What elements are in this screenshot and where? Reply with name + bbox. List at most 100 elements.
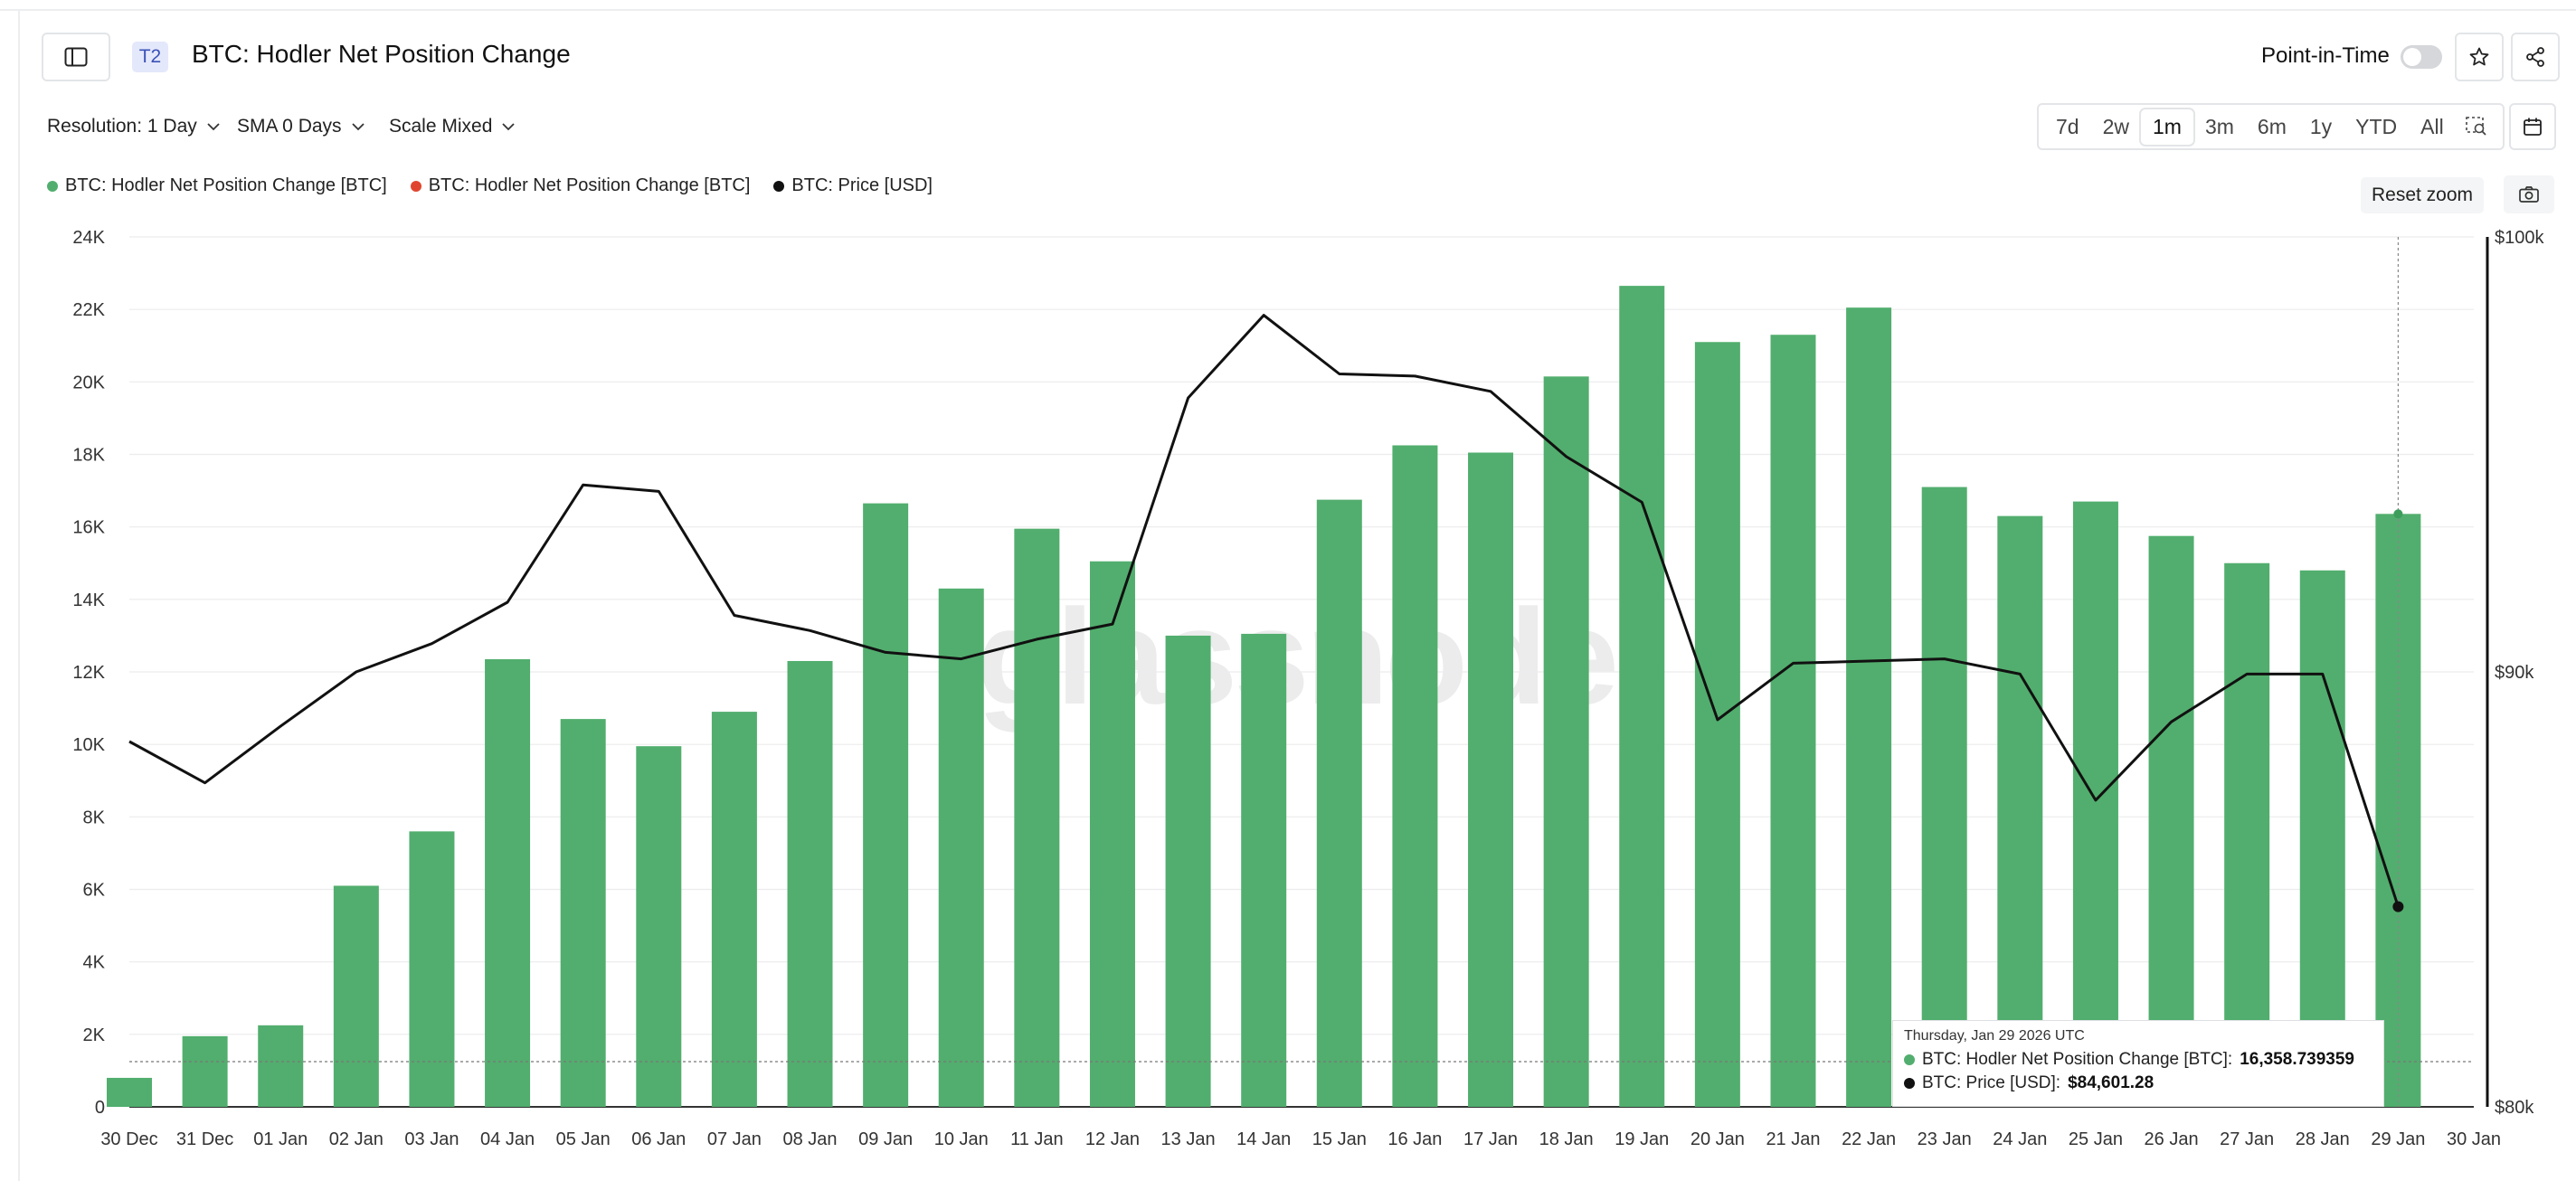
x-tick-label: 17 Jan	[1463, 1129, 1518, 1149]
legend-label: BTC: Price [USD]	[791, 175, 933, 195]
scale-label: Scale Mixed	[389, 116, 493, 137]
legend-dot	[410, 180, 421, 192]
legend-label: BTC: Hodler Net Position Change [BTC]	[428, 175, 751, 195]
price-line	[128, 314, 2400, 908]
x-tick-label: 01 Jan	[253, 1129, 308, 1149]
bar	[2072, 501, 2118, 1107]
range-3m[interactable]: 3m	[2204, 114, 2234, 138]
x-tick-label: 27 Jan	[2220, 1129, 2274, 1149]
bar	[1392, 445, 1438, 1108]
reset-zoom-button[interactable]: Reset zoom	[2361, 177, 2484, 213]
bar	[560, 719, 606, 1107]
bar	[1770, 335, 1816, 1108]
x-tick-label: 02 Jan	[329, 1129, 384, 1149]
share-icon	[2526, 47, 2544, 67]
bar	[258, 1025, 304, 1107]
bar	[1316, 499, 1362, 1107]
y-tick-label-right: $80k	[2495, 1098, 2534, 1118]
x-tick-label: 19 Jan	[1615, 1129, 1669, 1149]
y-tick-label-left: 16K	[72, 518, 105, 538]
y-tick-label-right: $100k	[2495, 228, 2544, 248]
bar	[1089, 561, 1135, 1107]
tooltip-series2-label: BTC: Price [USD]:	[1922, 1073, 2061, 1092]
x-tick-label: 21 Jan	[1766, 1129, 1820, 1149]
point-in-time-label: Point-in-Time	[2261, 43, 2390, 68]
legend-item-hodler-green[interactable]: BTC: Hodler Net Position Change [BTC]	[47, 175, 387, 196]
bar	[863, 503, 909, 1107]
star-icon	[2469, 47, 2489, 66]
bar	[1846, 307, 1892, 1108]
share-button[interactable]	[2511, 33, 2560, 81]
x-tick-label: 22 Jan	[1842, 1129, 1896, 1149]
camera-icon	[2519, 186, 2539, 203]
range-6m[interactable]: 6m	[2257, 114, 2287, 138]
favorite-button[interactable]	[2455, 33, 2504, 81]
bar	[1997, 515, 2043, 1107]
range-all[interactable]: All	[2420, 114, 2444, 138]
range-1y[interactable]: 1y	[2309, 114, 2333, 138]
legend-dot	[773, 180, 785, 192]
bar	[2148, 535, 2194, 1107]
sidebar-toggle-button[interactable]	[42, 33, 110, 81]
legend-dot	[47, 180, 58, 192]
x-tick-label: 24 Jan	[1993, 1129, 2047, 1149]
x-tick-label: 29 Jan	[2371, 1129, 2425, 1149]
tooltip-date: Thursday, Jan 29 2026 UTC	[1904, 1028, 2085, 1044]
sma-dropdown[interactable]: SMA 0 Days	[237, 116, 365, 137]
y-tick-label-left: 8K	[83, 808, 106, 827]
sidebar-icon	[64, 47, 88, 67]
bar	[2299, 570, 2345, 1107]
resolution-dropdown[interactable]: Resolution: 1 Day	[47, 116, 221, 137]
calendar-button[interactable]	[2509, 103, 2556, 150]
bar	[1241, 633, 1287, 1107]
x-tick-label: 12 Jan	[1085, 1129, 1140, 1149]
x-tick-label: 18 Jan	[1539, 1129, 1594, 1149]
chart-legend: BTC: Hodler Net Position Change [BTC] BT…	[47, 175, 933, 196]
zoom-select-icon	[2465, 117, 2486, 136]
screenshot-button[interactable]	[2504, 175, 2554, 213]
bar	[1468, 452, 1514, 1107]
scale-dropdown[interactable]: Scale Mixed	[389, 116, 516, 137]
tooltip-dot	[1904, 1078, 1915, 1089]
y-tick-label-left: 10K	[72, 735, 105, 755]
y-tick-label-right: $90k	[2495, 663, 2534, 683]
sma-label: SMA 0 Days	[237, 116, 342, 137]
x-tick-label: 09 Jan	[858, 1129, 913, 1149]
page-title: BTC: Hodler Net Position Change	[192, 40, 571, 68]
x-tick-label: 20 Jan	[1690, 1129, 1745, 1149]
bar	[2224, 562, 2270, 1107]
bar	[1921, 487, 1967, 1107]
tooltip-dot	[1904, 1054, 1915, 1065]
point-in-time-toggle[interactable]	[2401, 45, 2442, 69]
tier-badge: T2	[132, 42, 168, 72]
time-range-selector: 7d 2w 1m 3m 6m 1y YTD All	[2037, 103, 2505, 150]
range-2w[interactable]: 2w	[2102, 114, 2129, 138]
zoom-select-button[interactable]	[2456, 110, 2497, 143]
x-tick-label: 11 Jan	[1010, 1129, 1064, 1149]
y-tick-label-left: 18K	[72, 446, 105, 466]
bar	[938, 588, 984, 1107]
x-tick-label: 30 Jan	[2447, 1129, 2501, 1149]
range-1m[interactable]: 1m	[2141, 109, 2193, 145]
y-tick-label-left: 12K	[72, 663, 105, 683]
range-7d[interactable]: 7d	[2056, 114, 2079, 138]
x-tick-label: 30 Dec	[100, 1129, 157, 1149]
legend-label: BTC: Hodler Net Position Change [BTC]	[65, 175, 387, 195]
bar	[485, 658, 531, 1107]
legend-item-price[interactable]: BTC: Price [USD]	[773, 175, 933, 196]
tooltip-series2-value: $84,601.28	[2068, 1073, 2155, 1092]
legend-item-hodler-red[interactable]: BTC: Hodler Net Position Change [BTC]	[410, 175, 751, 196]
x-tick-label: 14 Jan	[1236, 1129, 1291, 1149]
x-tick-label: 07 Jan	[707, 1129, 762, 1149]
x-tick-label: 04 Jan	[480, 1129, 535, 1149]
tooltip-row-price: BTC: Price [USD]: $84,601.28	[1904, 1073, 2372, 1093]
x-tick-label: 06 Jan	[631, 1129, 686, 1149]
x-tick-label: 10 Jan	[934, 1129, 989, 1149]
chevron-down-icon	[207, 123, 220, 131]
tooltip-row-hodler: BTC: Hodler Net Position Change [BTC]: 1…	[1904, 1050, 2372, 1070]
x-tick-label: 25 Jan	[2069, 1129, 2123, 1149]
y-tick-label-left: 0	[95, 1098, 105, 1118]
range-ytd[interactable]: YTD	[2355, 114, 2398, 138]
x-tick-label: 08 Jan	[782, 1129, 837, 1149]
